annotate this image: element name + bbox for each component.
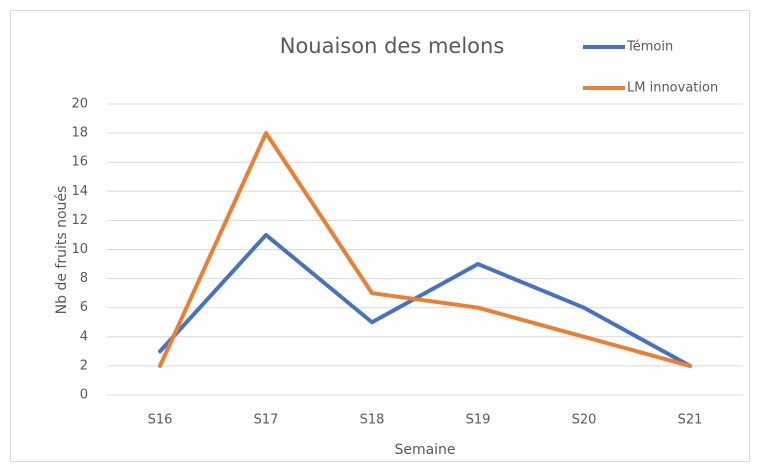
x-tick-label: S21 — [678, 413, 703, 428]
y-tick-label: 18 — [71, 126, 88, 141]
y-tick-label: 6 — [80, 300, 88, 315]
series-line — [158, 232, 692, 368]
legend-label: LM innovation — [627, 81, 718, 96]
y-tick-label: 12 — [71, 213, 88, 228]
x-tick-label: S20 — [572, 413, 597, 428]
x-tick-label: S16 — [148, 413, 173, 428]
chart-title: Nouaison des melons — [280, 34, 505, 58]
y-tick-label: 2 — [80, 358, 88, 373]
x-tick-label: S17 — [254, 413, 279, 428]
chart-border — [10, 10, 750, 462]
x-tick-label: S18 — [360, 413, 385, 428]
y-tick-label: 4 — [80, 329, 88, 344]
x-axis-title: Semaine — [394, 442, 455, 458]
y-tick-label: 10 — [71, 242, 88, 257]
y-tick-label: 0 — [80, 388, 88, 403]
legend-label: Témoin — [626, 40, 673, 55]
series-line — [158, 131, 692, 368]
y-tick-label: 20 — [71, 97, 88, 112]
y-tick-label: 14 — [71, 184, 88, 199]
x-tick-label: S19 — [466, 413, 491, 428]
y-axis-title: Nb de fruits noués — [54, 186, 70, 315]
y-tick-label: 8 — [80, 271, 88, 286]
y-tick-label: 16 — [71, 155, 88, 170]
